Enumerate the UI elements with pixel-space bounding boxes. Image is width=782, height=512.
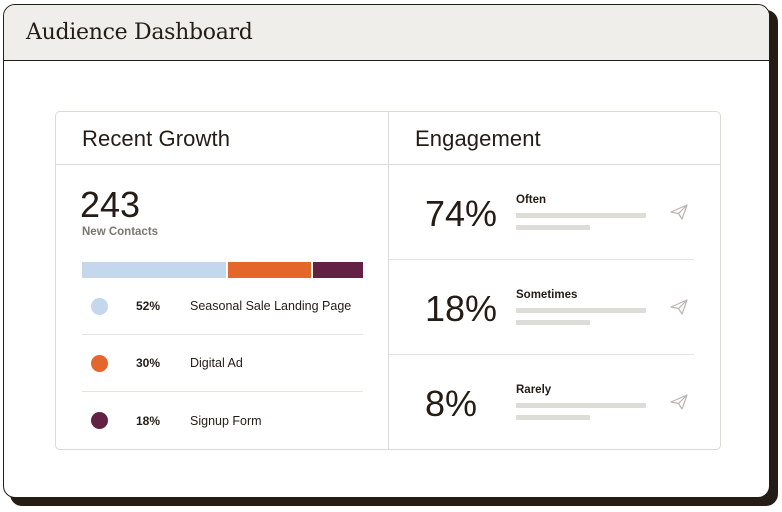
engagement-row-rarely[interactable]: 8% Rarely <box>389 355 694 450</box>
source-label: Seasonal Sale Landing Page <box>190 299 352 313</box>
growth-stacked-bar <box>82 262 363 278</box>
legend-dot <box>91 412 108 429</box>
source-row-seasonal-sale[interactable]: 52% Seasonal Sale Landing Page <box>82 278 363 335</box>
column-divider <box>388 112 389 449</box>
growth-source-list: 52% Seasonal Sale Landing Page 30% Digit… <box>82 278 363 449</box>
source-percent: 18% <box>136 413 161 428</box>
engagement-percent: 8% <box>425 383 478 424</box>
placeholder-line <box>516 320 590 325</box>
send-icon[interactable] <box>670 299 688 315</box>
engagement-title: Engagement <box>415 126 541 151</box>
legend-dot <box>91 354 108 372</box>
source-row-signup-form[interactable]: 18% Signup Form <box>82 392 363 449</box>
source-label: Signup Form <box>190 413 262 428</box>
stack-segment-digital-ad <box>228 262 312 278</box>
new-contacts-count: 243 <box>80 184 141 225</box>
engagement-label: Rarely <box>516 384 552 396</box>
placeholder-line <box>516 403 646 408</box>
dashboard-window: Audience Dashboard Recent Growth Engagem… <box>3 4 770 498</box>
stack-segment-signup-form <box>313 262 363 278</box>
source-row-digital-ad[interactable]: 30% Digital Ad <box>82 335 363 392</box>
dashboard-card: Recent Growth Engagement 243 New Contact… <box>55 111 721 450</box>
app-title: Audience Dashboard <box>26 20 253 45</box>
engagement-row-often[interactable]: 74% Often <box>389 165 694 260</box>
engagement-label: Often <box>516 194 547 206</box>
title-bar: Audience Dashboard <box>4 5 769 61</box>
engagement-percent: 74% <box>425 193 498 234</box>
stack-segment-seasonal-sale <box>82 262 227 278</box>
placeholder-line <box>516 213 646 218</box>
source-percent: 30% <box>136 356 161 370</box>
engagement-label: Sometimes <box>516 289 578 301</box>
send-icon[interactable] <box>670 204 688 220</box>
source-label: Digital Ad <box>190 356 243 370</box>
placeholder-line <box>516 415 590 420</box>
send-icon[interactable] <box>670 394 688 410</box>
placeholder-line <box>516 225 590 230</box>
engagement-percent: 18% <box>425 288 498 329</box>
legend-dot <box>91 297 108 315</box>
source-percent: 52% <box>136 299 161 313</box>
recent-growth-title: Recent Growth <box>82 126 231 151</box>
new-contacts-label: New Contacts <box>82 226 159 238</box>
engagement-list: 74% Often 18% Sometimes 8% Rarely <box>389 165 694 450</box>
placeholder-line <box>516 308 646 313</box>
engagement-row-sometimes[interactable]: 18% Sometimes <box>389 260 694 355</box>
